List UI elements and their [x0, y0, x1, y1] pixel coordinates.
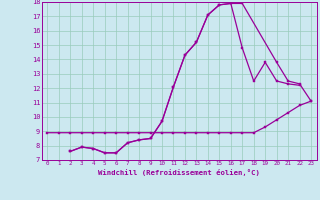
X-axis label: Windchill (Refroidissement éolien,°C): Windchill (Refroidissement éolien,°C) [98, 169, 260, 176]
